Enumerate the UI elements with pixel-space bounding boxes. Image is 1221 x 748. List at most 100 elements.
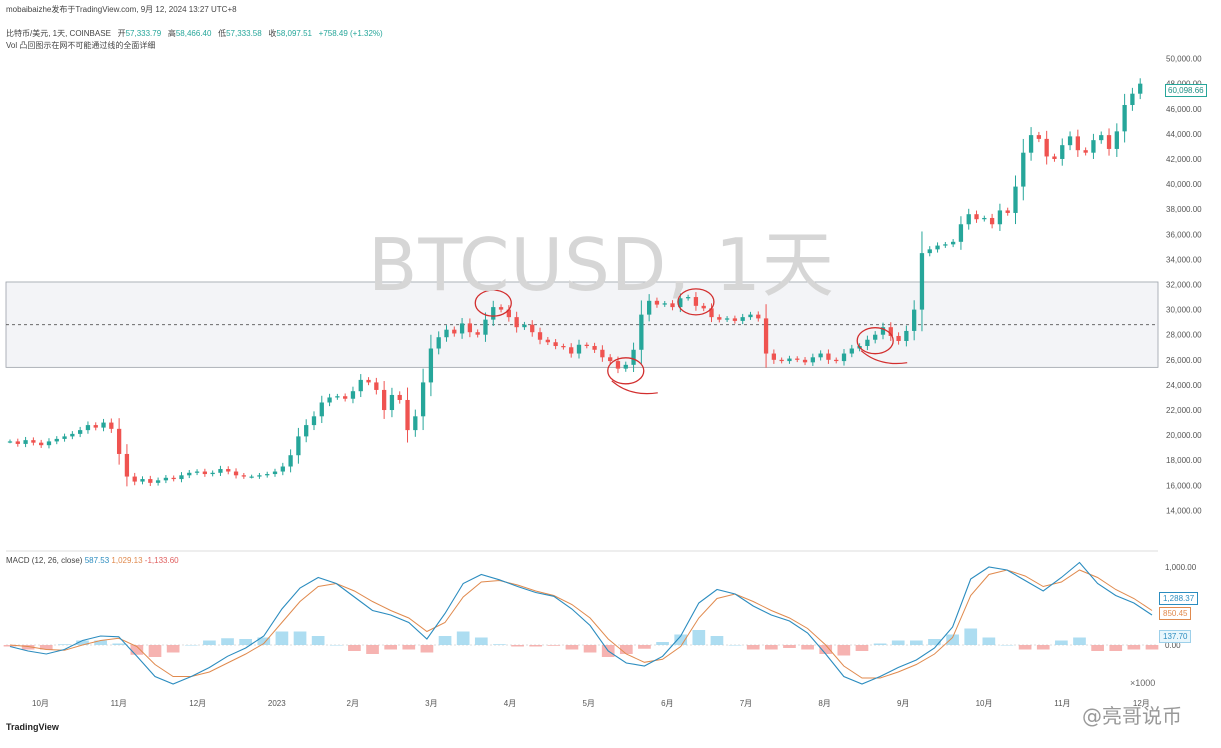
- macd-histogram-bar: [130, 645, 144, 655]
- x-tick-label: 12月: [1133, 699, 1150, 708]
- candle-body: [943, 244, 948, 246]
- x-tick-label: 12月: [189, 699, 206, 708]
- macd-histogram-bar: [710, 636, 724, 645]
- macd-axis-top: 1,000.00: [1165, 563, 1197, 572]
- candle-body: [491, 307, 496, 320]
- candle-body: [163, 477, 169, 481]
- symbol-ohlc-line: 比特币/美元, 1天, COINBASE 开57,333.79 高58,466.…: [6, 28, 383, 39]
- macd-histogram-bar: [112, 643, 126, 645]
- candle-body: [724, 318, 730, 320]
- macd-histogram-bar: [203, 640, 216, 645]
- candle-body: [405, 399, 410, 431]
- candle-body: [1106, 135, 1112, 149]
- open-label: 开: [117, 29, 126, 38]
- macd-histogram-bar: [221, 638, 234, 645]
- candle-body: [85, 425, 91, 431]
- candle-body: [701, 305, 706, 309]
- macd-histogram-bar: [239, 639, 252, 645]
- x-tick-label: 2023: [268, 699, 286, 708]
- candle-body: [553, 342, 558, 347]
- candle-body: [950, 241, 956, 245]
- candle-body: [1028, 135, 1034, 153]
- candle-body: [233, 471, 239, 476]
- candle-body: [171, 477, 176, 480]
- candle-body: [537, 332, 543, 340]
- candle-body: [124, 453, 130, 477]
- macd-histogram-bar: [257, 637, 271, 645]
- macd-histogram-bar: [946, 634, 959, 645]
- candle-body: [623, 364, 628, 369]
- y-tick-label: 14,000.00: [1166, 506, 1202, 515]
- candle-body: [475, 332, 480, 335]
- candle-body: [109, 422, 114, 429]
- candle-body: [116, 428, 122, 454]
- macd-signal-line: [9, 569, 1153, 679]
- y-tick-label: 28,000.00: [1166, 331, 1202, 340]
- candle-body: [717, 317, 722, 320]
- candle-body: [647, 300, 652, 315]
- low-value: 57,333.58: [226, 29, 262, 38]
- candle-body: [1130, 93, 1135, 105]
- candle-body: [810, 357, 815, 363]
- candle-body: [374, 382, 379, 390]
- histogram-tag: 137.70: [1159, 630, 1192, 643]
- low-label: 低: [218, 29, 227, 38]
- candle-body: [413, 416, 418, 431]
- macd-histogram-bar: [1073, 637, 1086, 645]
- macd-histogram-bar: [366, 645, 379, 654]
- macd-histogram-bar: [511, 645, 524, 647]
- candle-body: [249, 476, 254, 478]
- candle-body: [576, 344, 582, 354]
- symbol-watermark: BTCUSD, 1天: [368, 223, 835, 307]
- macd-histogram-bar: [910, 640, 923, 645]
- candle-body: [865, 339, 870, 347]
- candle-body: [311, 416, 317, 426]
- candle-body: [709, 308, 714, 318]
- candle-body: [1083, 150, 1088, 153]
- candle-body: [662, 303, 667, 305]
- candle-body: [23, 440, 28, 444]
- macd-histogram-bar: [1036, 645, 1050, 650]
- close-label: 收: [268, 29, 277, 38]
- candle-body: [787, 358, 792, 362]
- candle-body: [849, 348, 854, 354]
- candle-body: [756, 314, 761, 319]
- candle-body: [608, 357, 613, 362]
- macd-histogram-bar: [619, 645, 633, 654]
- candle-body: [179, 475, 184, 480]
- candle-body: [1052, 156, 1057, 159]
- y-tick-label: 24,000.00: [1166, 381, 1202, 390]
- change-value: +758.49 (+1.32%): [318, 29, 383, 38]
- candle-body: [506, 309, 511, 318]
- publish-info: mobaibaizhe发布于TradingView.com, 9月 12, 20…: [6, 5, 237, 14]
- macd-histogram-bar: [166, 645, 180, 653]
- macd-histogram-bar: [39, 645, 53, 650]
- candle-body: [1036, 135, 1042, 139]
- macd-histogram-bar: [1055, 640, 1068, 645]
- candle-body: [818, 353, 823, 358]
- annotation-circle: [607, 357, 645, 385]
- macd-histogram-bar: [3, 645, 17, 647]
- candle-body: [381, 389, 387, 411]
- candle-body: [779, 359, 784, 362]
- symbol-label: 比特币/美元, 1天, COINBASE: [6, 29, 111, 38]
- signal-line-tag: 850.45: [1159, 607, 1192, 620]
- candle-body: [444, 329, 449, 338]
- candle-body: [974, 214, 979, 220]
- candle-body: [1021, 152, 1026, 187]
- candle-body: [795, 358, 800, 360]
- candle-body: [522, 324, 527, 328]
- candle-body: [187, 472, 192, 476]
- candle-body: [639, 314, 644, 350]
- candle-body: [763, 318, 769, 354]
- candle-body: [288, 455, 293, 467]
- candle-body: [1005, 210, 1010, 213]
- candle-body: [272, 471, 278, 475]
- close-value: 58,097.51: [276, 29, 312, 38]
- candle-body: [841, 353, 847, 362]
- candle-body: [452, 329, 457, 334]
- x-tick-label: 7月: [740, 699, 752, 708]
- macd-histogram-bar: [1018, 645, 1032, 650]
